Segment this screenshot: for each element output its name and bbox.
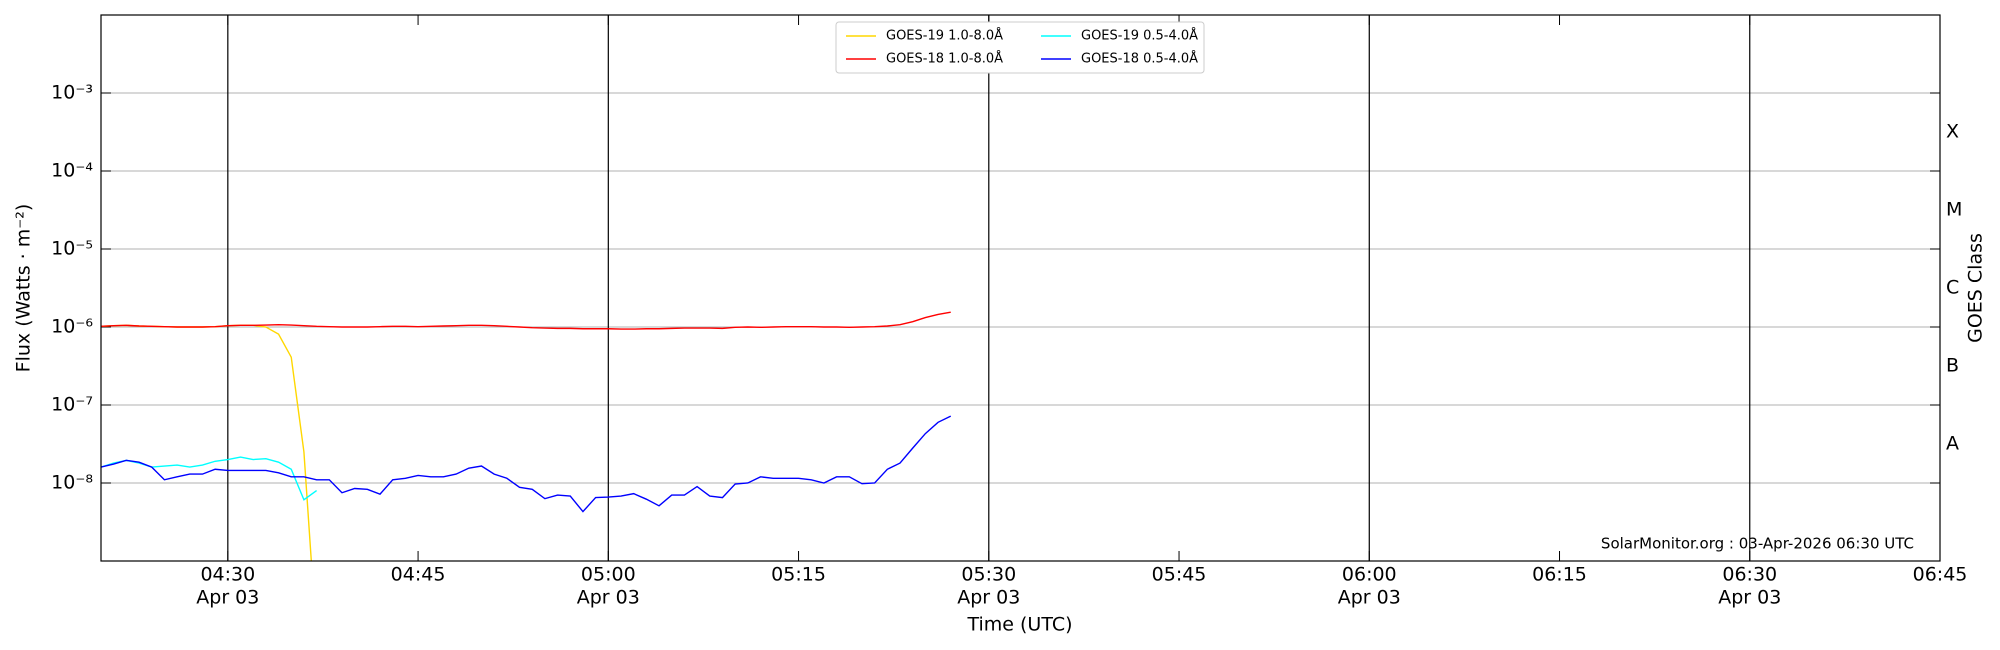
series-line: [101, 456, 318, 501]
x-tick-label: 06:00: [1342, 564, 1397, 586]
y2-tick-label: A: [1946, 433, 1959, 455]
x-tick-label: 05:15: [771, 564, 826, 586]
x-tick-sublabel: Apr 03: [1338, 587, 1401, 609]
series-line: [101, 415, 952, 513]
plot-frame: [100, 14, 1941, 562]
y2-tick-label: B: [1946, 355, 1959, 377]
y-tick-label: 10⁻⁵: [51, 238, 93, 260]
series-line: [101, 311, 951, 330]
legend-box: [835, 21, 1205, 74]
y-tick-label: 10⁻⁸: [51, 472, 93, 494]
x-tick-sublabel: Apr 03: [196, 587, 259, 609]
y2-tick-label: M: [1946, 199, 1962, 221]
y-tick-label: 10⁻³: [51, 82, 93, 104]
x-tick-label: 04:45: [391, 564, 446, 586]
annotation: SolarMonitor.org : 03-Apr-2026 06:30 UTC: [1601, 535, 1914, 553]
x-tick-label: 04:30: [200, 564, 255, 586]
x-axis-label: Time (UTC): [966, 614, 1072, 636]
legend-label: GOES-18 1.0-8.0Å: [886, 51, 1003, 67]
plot-lines: [101, 311, 952, 561]
x-tick-sublabel: Apr 03: [1718, 587, 1781, 609]
x-tick-label: 05:00: [581, 564, 636, 586]
y2-tick-label: C: [1946, 277, 1959, 299]
legend-label: GOES-19 1.0-8.0Å: [886, 28, 1003, 44]
x-tick-label: 05:30: [961, 564, 1016, 586]
x-tick-label: 05:45: [1152, 564, 1207, 586]
y-tick-label: 10⁻⁷: [51, 394, 93, 416]
x-tick-label: 06:45: [1913, 564, 1968, 586]
y2-axis-label: GOES Class: [1965, 233, 1987, 343]
x-tick-label: 06:30: [1722, 564, 1777, 586]
y-tick-label: 10⁻⁶: [51, 316, 93, 338]
y-axis-label: Flux (Watts · m⁻²): [13, 204, 35, 373]
x-tick-sublabel: Apr 03: [577, 587, 640, 609]
y-tick-label: 10⁻⁴: [51, 160, 93, 182]
legend-label: GOES-19 0.5-4.0Å: [1081, 28, 1198, 44]
x-tick-label: 06:15: [1532, 564, 1587, 586]
y2-tick-label: X: [1946, 121, 1959, 143]
x-tick-sublabel: Apr 03: [957, 587, 1020, 609]
legend-label: GOES-18 0.5-4.0Å: [1081, 51, 1198, 67]
